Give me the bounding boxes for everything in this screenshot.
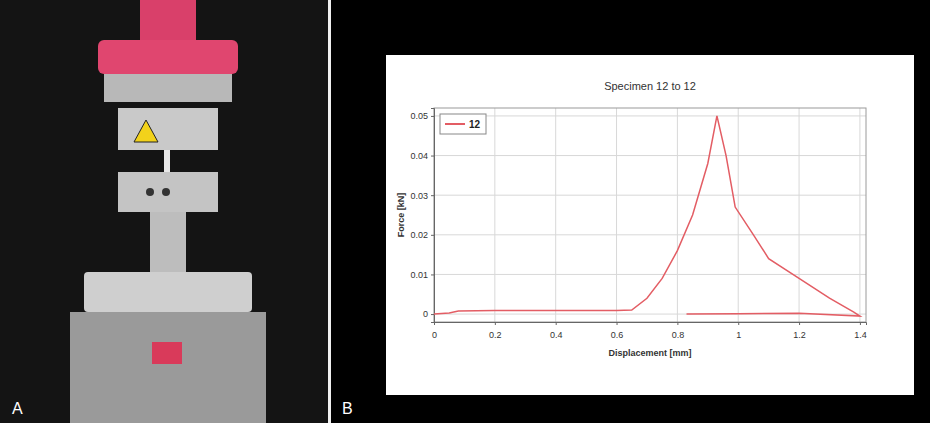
- x-tick-label: 1.4: [854, 330, 867, 340]
- grid-line-y: [434, 234, 866, 235]
- x-tick-label: 1.2: [793, 330, 806, 340]
- grid-line-x: [616, 108, 617, 322]
- x-tick: 0.4: [550, 322, 563, 340]
- grid-line-x: [738, 108, 739, 322]
- panel-letter: A: [12, 400, 23, 417]
- grid-line-x: [859, 108, 860, 322]
- x-tick-label: 0.6: [611, 330, 624, 340]
- y-tick-label: 0.01: [410, 270, 428, 280]
- grip-hole: [162, 188, 170, 196]
- y-tick: 0.02: [410, 230, 434, 240]
- y-tick: 0.04: [410, 151, 434, 161]
- panel-letter: B: [342, 400, 353, 417]
- grid: [434, 108, 866, 322]
- y-tick: 0.03: [410, 191, 434, 201]
- panel-b-background: [331, 0, 930, 423]
- y-axis: 0 0.01 0.02 0.03 0.04 0.05: [410, 109, 434, 323]
- grid-line-x: [555, 108, 556, 322]
- x-axis: 0 0.2 0.4 0.6 0.8 1 1.2 1.4: [432, 322, 867, 340]
- x-tick-label: 0: [432, 330, 437, 340]
- x-tick-mark: [617, 322, 618, 325]
- marks: [434, 116, 860, 316]
- upper-adapter: [104, 74, 232, 102]
- grid-line-x: [677, 108, 678, 322]
- x-tick-label: 0.2: [489, 330, 502, 340]
- y-tick-mark: [431, 195, 434, 196]
- grid-line-y: [434, 195, 866, 196]
- x-tick-mark: [799, 322, 800, 325]
- legend-swatch: [445, 123, 465, 125]
- panel-a: [0, 0, 328, 423]
- y-tick-mark: [431, 116, 434, 117]
- y-tick-mark: [431, 314, 434, 315]
- x-tick: 0.8: [672, 322, 685, 340]
- legend: 12: [440, 114, 486, 134]
- x-tick-mark: [677, 322, 678, 325]
- photo-background: [0, 0, 328, 423]
- y-axis-line: [431, 109, 435, 323]
- y-tick-label: 0: [423, 309, 428, 319]
- x-tick: 1.4: [854, 322, 867, 340]
- x-axis-title: Displacement [mm]: [608, 348, 691, 358]
- x-tick-label: 0.8: [672, 330, 685, 340]
- y-tick: 0.01: [410, 270, 434, 280]
- grid-line-y: [434, 274, 866, 275]
- data-line: [434, 116, 860, 316]
- x-tick: 1.2: [793, 322, 806, 340]
- y-tick-mark: [431, 235, 434, 236]
- legend-box: [440, 114, 486, 134]
- y-tick-label: 0.04: [410, 151, 428, 161]
- specimen-gap: [164, 150, 170, 172]
- y-tick: 0.05: [410, 111, 434, 121]
- grid-line-y: [434, 155, 866, 156]
- lower-grip: [118, 172, 218, 212]
- upper-grip: [118, 108, 218, 150]
- x-tick: 0.6: [611, 322, 624, 340]
- chart-card: [386, 55, 914, 395]
- grid-line-x: [494, 108, 495, 322]
- x-tick-mark: [860, 322, 861, 325]
- figure: 0 0.2 0.4 0.6 0.8 1 1.2 1.4 0 0.01 0.02 0.03 0.04 0.0…: [0, 0, 930, 423]
- x-tick-label: 1: [736, 330, 741, 340]
- x-axis-line: [435, 323, 867, 326]
- chart-title: Specimen 12 to 12: [604, 80, 696, 92]
- load-cell-ring: [98, 40, 238, 74]
- legend-label: 12: [469, 119, 481, 130]
- lower-shaft: [150, 212, 186, 272]
- x-tick-mark: [738, 322, 739, 325]
- grid-line-x: [799, 108, 800, 322]
- x-tick: 0.2: [489, 322, 502, 340]
- y-axis-title: Force [kN]: [396, 193, 406, 238]
- base-body: [70, 312, 266, 423]
- base-plate: [84, 272, 252, 312]
- plot-frame: [434, 108, 866, 322]
- panel-separator: [328, 0, 331, 423]
- y-tick: 0: [423, 309, 434, 319]
- machine-rod: [140, 0, 196, 42]
- grip-hole: [146, 188, 154, 196]
- y-tick-mark: [431, 156, 434, 157]
- y-tick-label: 0.03: [410, 191, 428, 201]
- x-tick: 0: [432, 322, 437, 340]
- x-tick-mark: [556, 322, 557, 325]
- warning-sign: [134, 120, 158, 142]
- x-tick: 1: [736, 322, 741, 340]
- grid-line-y: [434, 115, 866, 116]
- y-tick-label: 0.02: [410, 230, 428, 240]
- x-tick-mark: [495, 322, 496, 325]
- base-logo: [152, 342, 182, 364]
- chart: 0 0.2 0.4 0.6 0.8 1 1.2 1.4 0 0.01 0.02 0.03 0.04 0.0…: [396, 80, 867, 358]
- y-tick-label: 0.05: [410, 111, 428, 121]
- y-tick-mark: [431, 274, 434, 275]
- x-tick-label: 0.4: [550, 330, 563, 340]
